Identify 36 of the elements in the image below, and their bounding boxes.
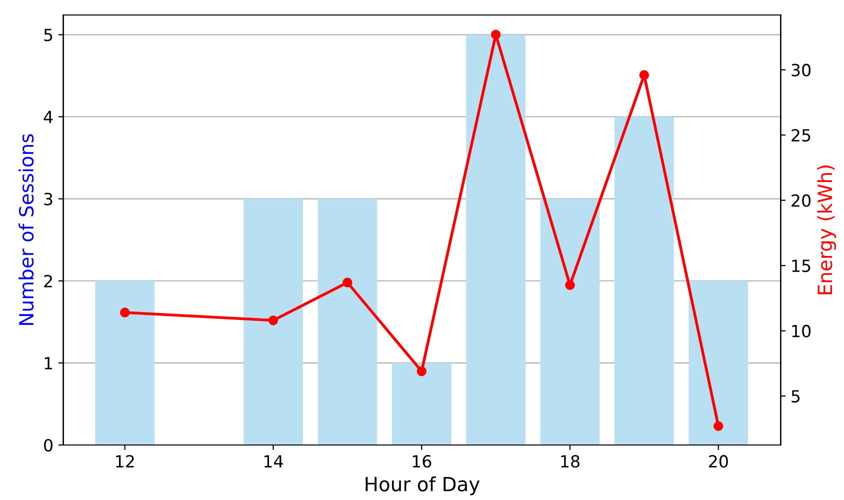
y-tick-label: 3 — [44, 192, 52, 206]
y-tick-label: 0 — [44, 438, 52, 452]
x-tick-label: 18 — [561, 455, 580, 468]
point — [490, 30, 501, 40]
point — [714, 421, 724, 431]
x-tick-label: 20 — [709, 455, 728, 468]
point — [416, 366, 426, 376]
bar — [540, 198, 600, 445]
y2-axis-title: Energy (kWh) — [817, 166, 836, 294]
bar — [95, 280, 155, 445]
y-tick-label: 5 — [44, 28, 52, 42]
y-tick-label: 2 — [44, 274, 52, 288]
y2-tick-label: 5 — [792, 390, 800, 403]
point — [342, 278, 352, 288]
y-axis-title: Number of Sessions — [18, 134, 34, 325]
x-tick-label: 12 — [116, 455, 134, 468]
bar — [688, 280, 748, 445]
y2-tick-label: 10 — [792, 324, 811, 338]
x-tick-label: 14 — [264, 455, 283, 468]
x-axis-title: Hour of Day — [366, 476, 480, 496]
y-tick-label: 4 — [44, 110, 53, 124]
y2-tick-label: 30 — [792, 64, 811, 76]
y2-tick-label: 25 — [792, 129, 810, 142]
bar — [614, 116, 674, 445]
y2-tick-label: 15 — [792, 260, 810, 272]
y2-tick-label: 20 — [792, 194, 811, 207]
point — [120, 308, 130, 318]
bar — [466, 34, 526, 445]
bar — [318, 198, 378, 445]
y-tick-label: 1 — [44, 357, 52, 370]
point — [565, 280, 575, 290]
x-tick-label: 16 — [412, 455, 432, 468]
bar — [392, 362, 452, 445]
point — [639, 70, 650, 80]
bar — [244, 198, 303, 445]
point — [268, 316, 278, 326]
